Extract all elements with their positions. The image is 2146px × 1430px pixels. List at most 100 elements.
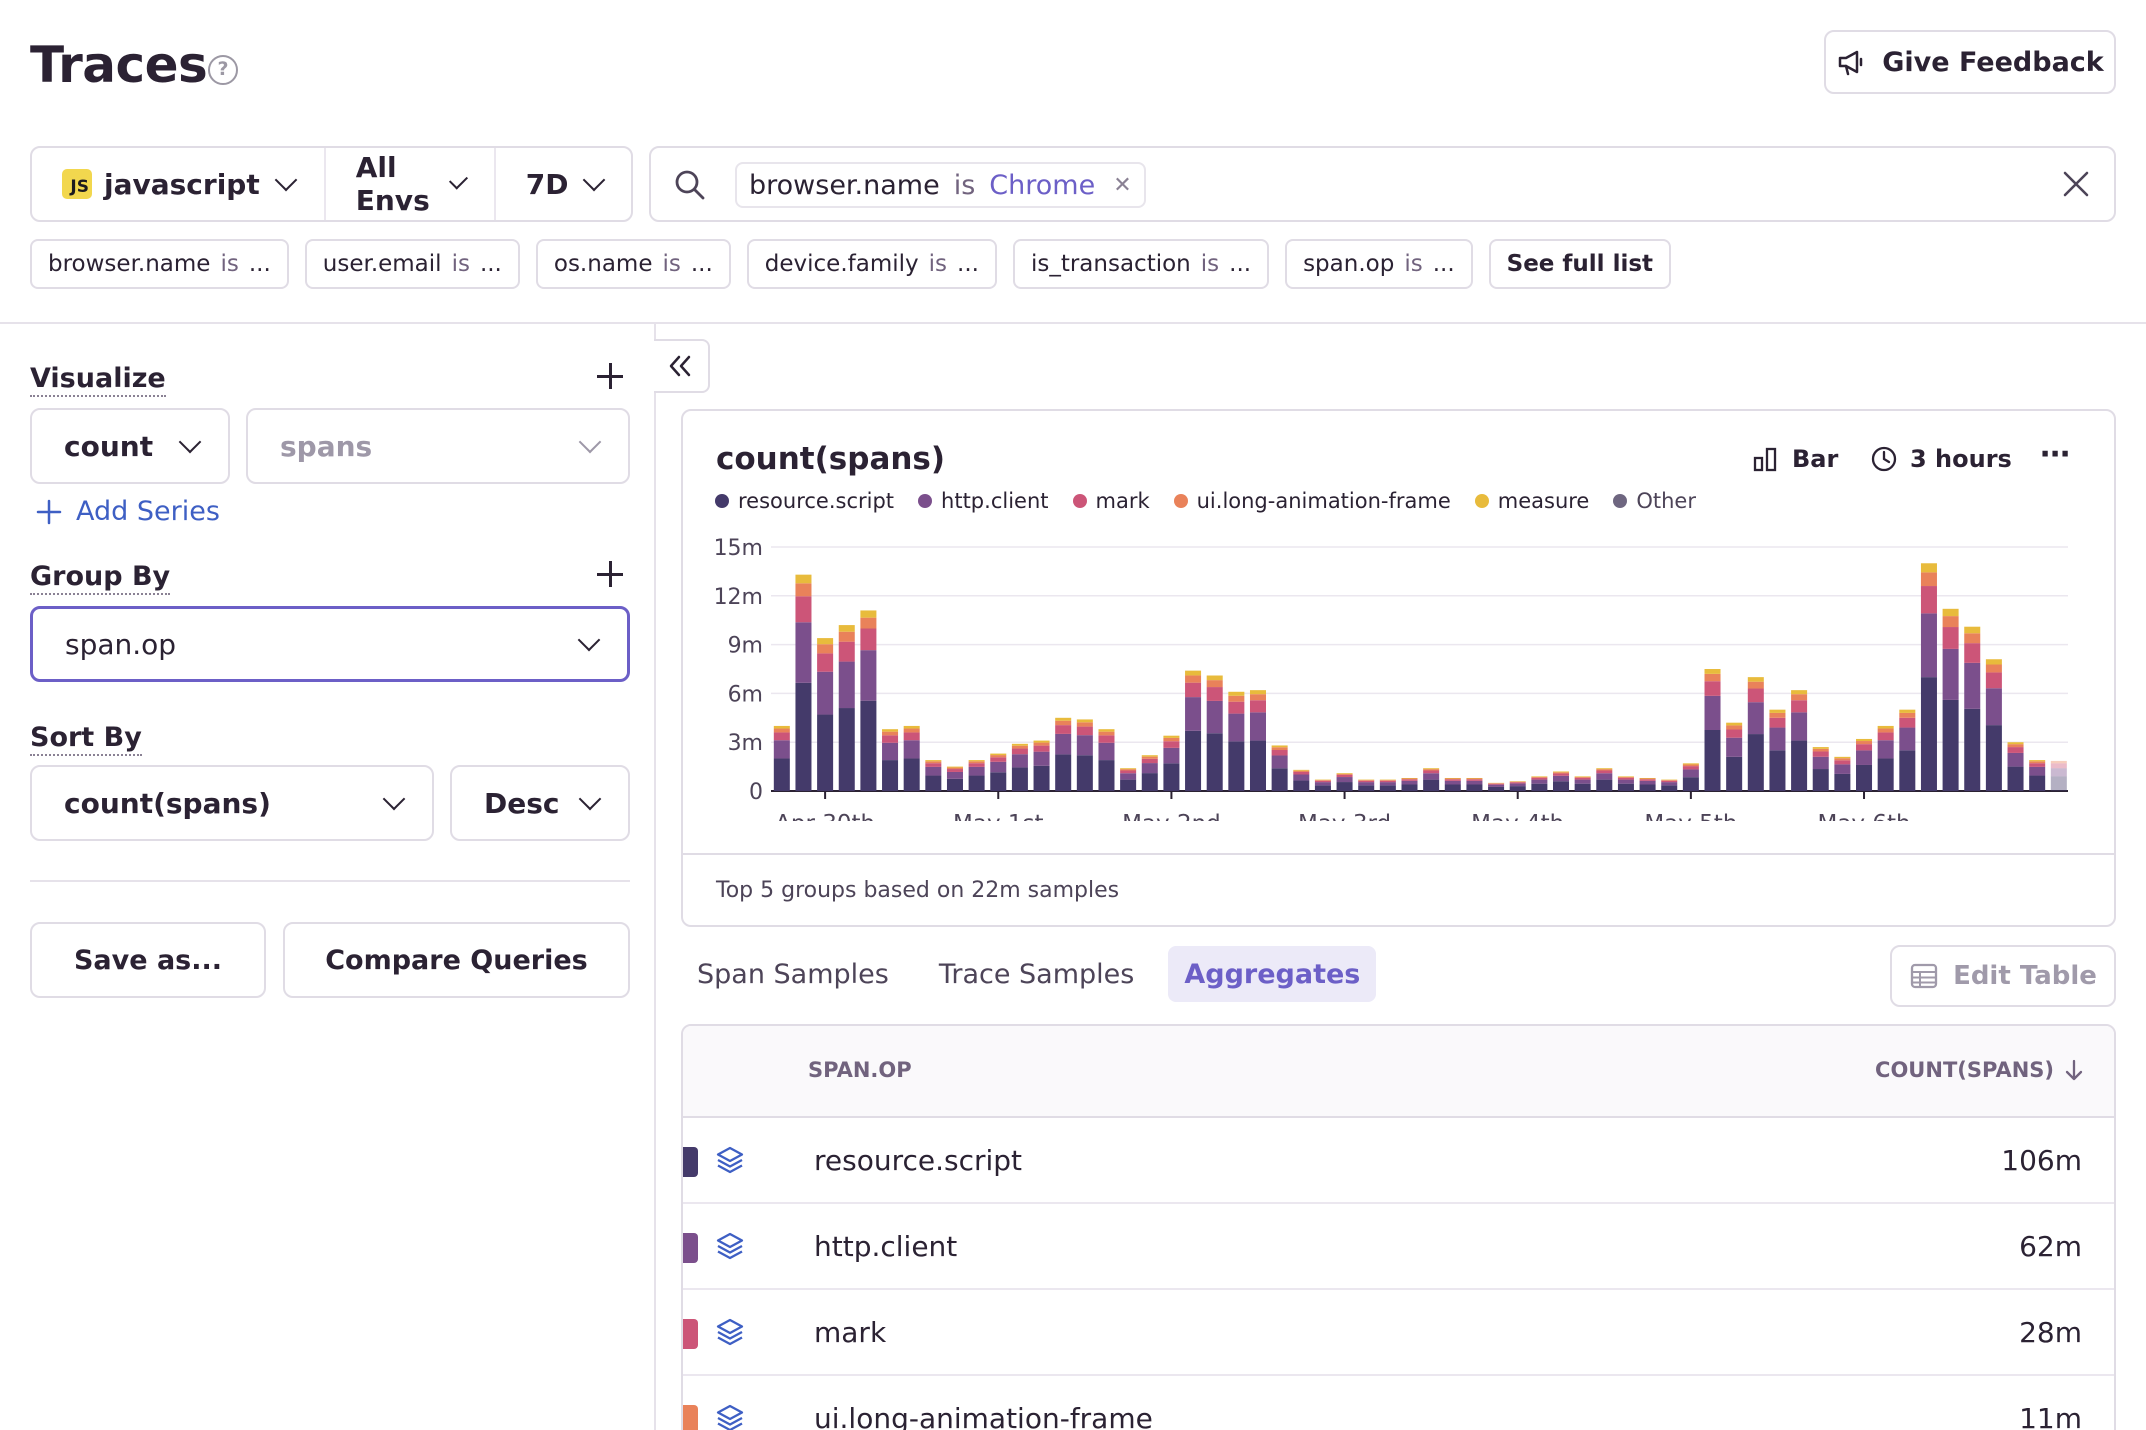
bar-segment (1877, 740, 1894, 759)
bar-segment (1509, 781, 1526, 783)
bar-segment (1856, 741, 1873, 745)
edit-table-button[interactable]: Edit Table (1890, 945, 2116, 1007)
add-visualize-icon[interactable] (597, 363, 623, 389)
bar-segment (1899, 727, 1916, 751)
bar-segment (1271, 747, 1288, 751)
bar-segment (1098, 742, 1115, 761)
table-icon (1910, 963, 1938, 989)
aggregate-function-select[interactable]: count (30, 408, 230, 484)
aggregate-field-select[interactable]: spans (246, 408, 630, 484)
legend-item[interactable]: mark (1072, 489, 1150, 513)
bar-segment (1249, 712, 1266, 741)
token-key: browser.name (749, 169, 940, 201)
group-by-select[interactable]: span.op (30, 606, 630, 682)
clear-search-icon[interactable] (2060, 168, 2092, 200)
bar-segment (1639, 780, 1656, 785)
add-series-button[interactable]: Add Series (36, 496, 220, 527)
legend-item[interactable]: ui.long-animation-frame (1173, 489, 1451, 513)
chevron-down-icon (577, 628, 601, 652)
table-row[interactable]: ui.long-animation-frame 11m (683, 1376, 2114, 1430)
suggested-filter-chip[interactable]: browser.name is... (30, 239, 289, 289)
give-feedback-button[interactable]: Give Feedback (1824, 30, 2116, 94)
bar-segment (1314, 780, 1331, 781)
table-row[interactable]: http.client 62m (683, 1204, 2114, 1290)
bar-segment (1639, 779, 1656, 781)
sort-order-select[interactable]: Desc (450, 765, 630, 841)
chart-type-button[interactable]: Bar (1752, 445, 1838, 473)
bar-segment (1206, 700, 1223, 734)
layers-icon[interactable] (715, 1145, 745, 1175)
bar-segment (1358, 780, 1375, 783)
table-row[interactable]: resource.script 106m (683, 1118, 2114, 1204)
suggested-filter-chip[interactable]: os.name is... (535, 239, 731, 289)
token-operator[interactable]: is (953, 169, 976, 201)
chart-legend: resource.script http.client mark ui.long… (715, 489, 1696, 513)
bar-segment (1076, 722, 1093, 727)
search-query-input[interactable]: browser.name is Chrome ✕ (649, 146, 2116, 222)
bar-segment (2050, 760, 2067, 764)
environment-selector[interactable]: All Envs (323, 148, 494, 220)
legend-swatch (715, 494, 729, 508)
layers-icon[interactable] (715, 1231, 745, 1261)
remove-token-icon[interactable]: ✕ (1113, 172, 1132, 198)
bar-segment (1011, 767, 1028, 791)
search-filter-token[interactable]: browser.name is Chrome ✕ (735, 162, 1146, 208)
bar-segment (2029, 766, 2046, 776)
bar-segment (1574, 777, 1591, 780)
tab-trace-samples[interactable]: Trace Samples (938, 958, 1135, 990)
bar-segment (1206, 680, 1223, 688)
see-full-list-button[interactable]: See full list (1488, 239, 1672, 289)
project-selector[interactable]: JS javascript (32, 148, 324, 220)
legend-item[interactable]: http.client (918, 489, 1049, 513)
bar-segment (990, 772, 1007, 791)
compare-queries-button[interactable]: Compare Queries (283, 922, 630, 998)
help-icon[interactable]: ? (208, 55, 238, 85)
bar-segment (1444, 780, 1461, 785)
bar-segment (1055, 754, 1072, 791)
legend-item[interactable]: Other (1613, 489, 1696, 513)
y-tick-label: 15m (714, 536, 763, 561)
column-header-count[interactable]: COUNT(SPANS) (1875, 1058, 2084, 1082)
add-group-by-icon[interactable] (597, 561, 623, 587)
layers-icon[interactable] (715, 1317, 745, 1347)
suggested-filter-chip[interactable]: span.op is... (1285, 239, 1473, 289)
date-range-selector[interactable]: 7D (493, 148, 633, 220)
bar-segment (1531, 777, 1548, 780)
group-by-label: Group By (30, 561, 171, 595)
layers-icon[interactable] (715, 1403, 745, 1430)
page-filter-bar: JS javascript All Envs 7D (30, 146, 633, 222)
collapse-sidebar-button[interactable] (654, 339, 710, 393)
suggested-filter-chip[interactable]: device.family is... (746, 239, 997, 289)
series-color-swatch (683, 1233, 698, 1263)
bar-segment (1596, 773, 1613, 780)
legend-item[interactable]: measure (1474, 489, 1589, 513)
legend-item[interactable]: resource.script (715, 489, 894, 513)
bar-segment (1509, 783, 1526, 787)
column-header-span-op[interactable]: SPAN.OP (808, 1058, 912, 1082)
token-value[interactable]: Chrome (989, 169, 1096, 201)
bar-chart[interactable]: 0 3m 6m 9m 12m 15m Apr 30th May 1st May 2nd May 3… (683, 521, 2114, 821)
bar-segment (882, 742, 899, 761)
bar-segment (1120, 773, 1137, 780)
bar-segment (795, 622, 812, 683)
more-options-icon[interactable]: ⋯ (2040, 437, 2070, 472)
bar-segment (1596, 769, 1613, 771)
bar-segment (1920, 677, 1937, 791)
tab-aggregates[interactable]: Aggregates (1168, 946, 1377, 1002)
bar-segment (1726, 737, 1743, 757)
chart-interval-button[interactable]: 3 hours (1870, 445, 2012, 473)
tab-span-samples[interactable]: Span Samples (697, 958, 889, 990)
save-as-button[interactable]: Save as... (30, 922, 266, 998)
sort-field-select[interactable]: count(spans) (30, 765, 434, 841)
suggested-filter-chip[interactable]: is_transaction is... (1012, 239, 1270, 289)
x-tick-label: May 6th (1817, 811, 1910, 821)
bar-segment (1726, 722, 1743, 726)
bar-segment (1120, 769, 1137, 771)
bar-segment (1379, 780, 1396, 783)
series-color-swatch (683, 1319, 698, 1349)
bar-segment (795, 682, 812, 791)
bar-segment (1033, 740, 1050, 743)
bar-segment (1553, 771, 1570, 773)
table-row[interactable]: mark 28m (683, 1290, 2114, 1376)
suggested-filter-chip[interactable]: user.email is... (304, 239, 520, 289)
